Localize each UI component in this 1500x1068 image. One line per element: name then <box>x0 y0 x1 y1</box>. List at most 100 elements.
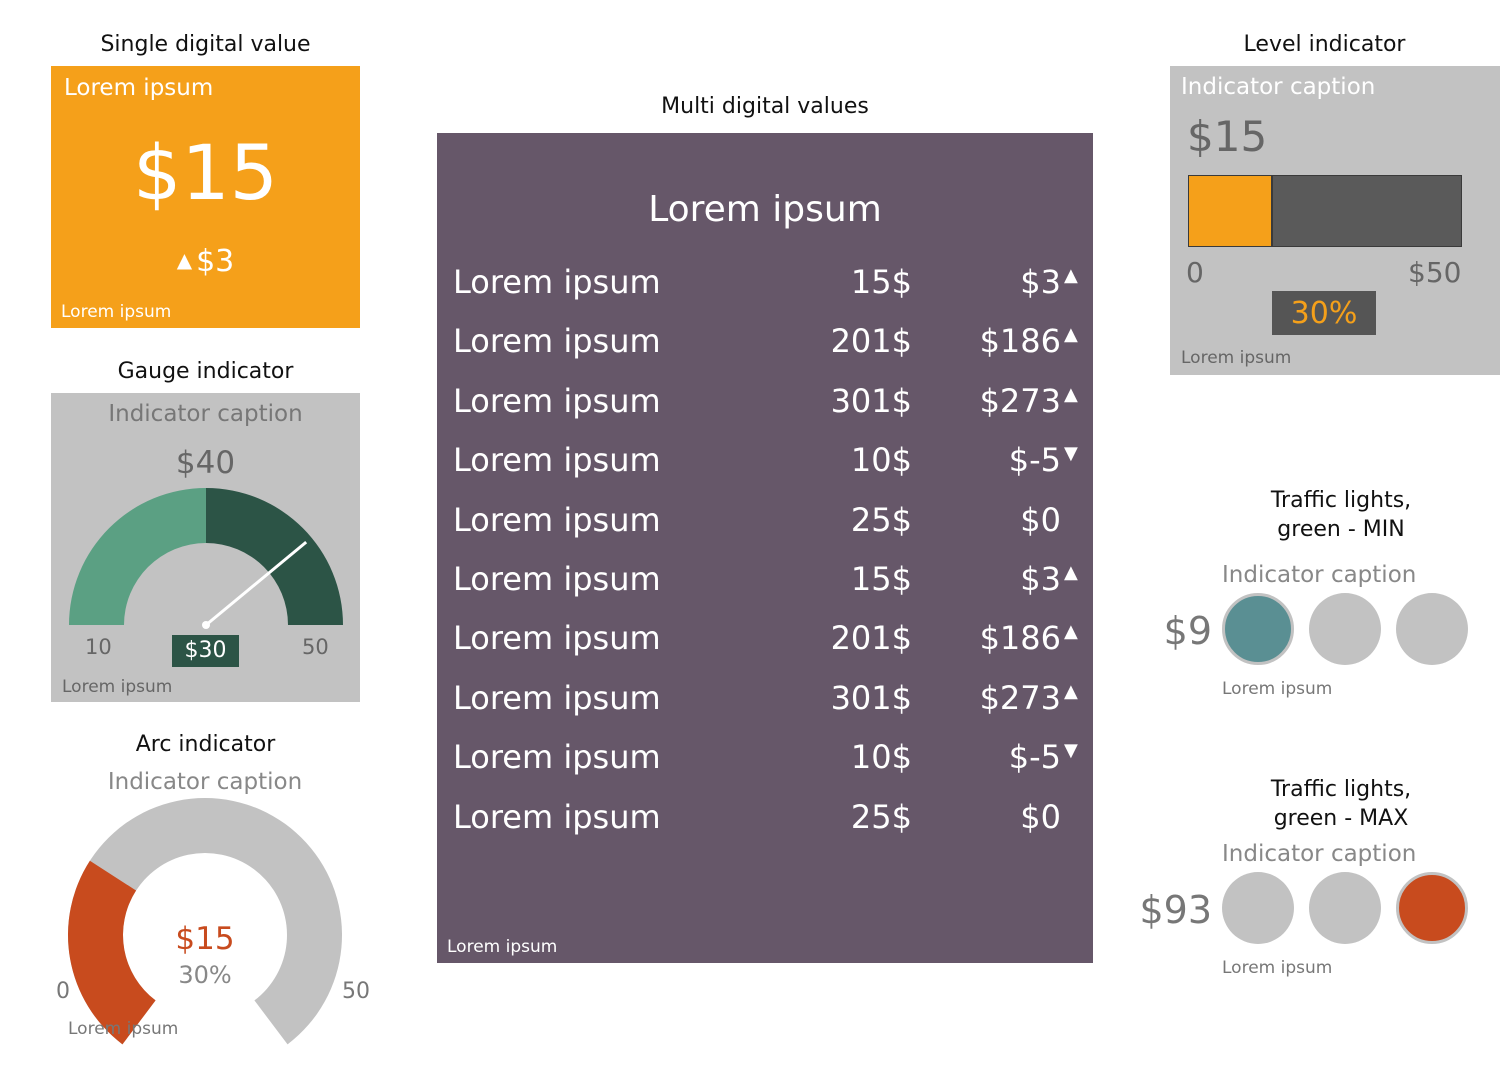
traffic-max-light-2 <box>1309 872 1381 944</box>
row-delta: $273 <box>979 381 1061 420</box>
traffic-max-caption: Indicator caption <box>1222 841 1417 867</box>
triangle-up-icon: ▲ <box>1064 265 1078 286</box>
multi-digital-row: Lorem ipsum 25$ $0 <box>437 798 1093 838</box>
single-digital-delta-value: $3 <box>196 244 235 279</box>
triangle-up-icon: ▲ <box>1064 621 1078 643</box>
gauge-value: $40 <box>175 445 236 481</box>
row-delta: $-5 <box>1008 441 1061 480</box>
triangle-up-icon: ▲ <box>176 248 193 272</box>
gauge-caption: Indicator caption <box>108 401 303 427</box>
traffic-min-title: Traffic lights, green - MIN <box>1200 486 1482 544</box>
arc-percent: 30% <box>178 961 232 989</box>
multi-digital-header: Lorem ipsum <box>648 189 882 230</box>
row-delta: $0 <box>1020 500 1061 539</box>
single-digital-footer: Lorem ipsum <box>61 302 172 322</box>
traffic-max-light-1 <box>1222 872 1294 944</box>
traffic-max-value: $93 <box>1139 888 1212 932</box>
arc-graphic <box>67 798 342 1045</box>
traffic-min-caption: Indicator caption <box>1222 562 1417 588</box>
multi-digital-row: Lorem ipsum 25$ $0 <box>437 501 1093 541</box>
traffic-min-footer: Lorem ipsum <box>1222 679 1333 699</box>
multi-digital-title: Multi digital values <box>661 94 869 119</box>
row-label: Lorem ipsum <box>453 381 661 420</box>
row-label: Lorem ipsum <box>453 263 661 301</box>
multi-digital-panel: Lorem ipsum Lorem ipsum 15$ $3 ▲ Lorem ipsum… <box>437 133 1093 963</box>
level-footer: Lorem ipsum <box>1181 348 1292 368</box>
row-delta: $-5 <box>1008 738 1061 777</box>
traffic-min-light-1 <box>1222 593 1294 665</box>
gauge-max-label: 50 <box>302 635 329 659</box>
multi-digital-row: Lorem ipsum 201$ $186 ▲ <box>437 619 1093 659</box>
gauge-graphic <box>69 488 343 629</box>
traffic-min-title-line1: Traffic lights, <box>1270 488 1412 513</box>
triangle-up-icon: ▲ <box>1064 324 1078 346</box>
row-delta: $3 <box>1020 560 1061 598</box>
row-label: Lorem ipsum <box>453 441 661 480</box>
triangle-up-icon: ▲ <box>1064 562 1078 583</box>
traffic-max-title: Traffic lights, green - MAX <box>1200 775 1482 833</box>
level-title: Level indicator <box>1243 32 1406 57</box>
row-label: Lorem ipsum <box>453 322 661 361</box>
multi-digital-row: Lorem ipsum 15$ $3 ▲ <box>437 263 1093 303</box>
row-amount: 25$ <box>850 500 912 539</box>
row-label: Lorem ipsum <box>453 500 661 539</box>
level-min-label: 0 <box>1186 256 1204 289</box>
gauge-needle <box>205 540 308 627</box>
multi-digital-row: Lorem ipsum 201$ $186 ▲ <box>437 322 1093 362</box>
multi-digital-row: Lorem ipsum 10$ $-5 ▼ <box>437 738 1093 778</box>
row-amount: 25$ <box>850 797 912 836</box>
row-delta: $3 <box>1020 263 1061 301</box>
arc-value: $15 <box>175 921 235 957</box>
row-delta: $186 <box>979 619 1061 658</box>
row-label: Lorem ipsum <box>453 797 661 836</box>
traffic-min-title-line2: green - MIN <box>1277 517 1405 542</box>
row-amount: 201$ <box>830 322 912 361</box>
level-percent: 30% <box>1272 291 1376 335</box>
row-delta: $0 <box>1020 797 1061 836</box>
traffic-min-light-2 <box>1309 593 1381 665</box>
arc-footer: Lorem ipsum <box>68 1019 179 1039</box>
multi-digital-footer: Lorem ipsum <box>447 937 558 957</box>
arc-min-label: 0 <box>56 979 70 1004</box>
row-amount: 301$ <box>830 381 912 420</box>
multi-digital-row: Lorem ipsum 15$ $3 ▲ <box>437 560 1093 600</box>
single-digital-value: $15 <box>132 128 279 217</box>
row-amount: 10$ <box>850 738 912 777</box>
triangle-up-icon: ▲ <box>1064 680 1078 702</box>
multi-digital-row: Lorem ipsum 301$ $273 ▲ <box>437 382 1093 422</box>
level-bar <box>1188 175 1462 247</box>
arc-max-label: 50 <box>342 979 370 1004</box>
gauge-title: Gauge indicator <box>117 359 294 384</box>
row-amount: 15$ <box>850 263 912 301</box>
triangle-down-icon: ▼ <box>1064 443 1078 465</box>
traffic-max-light-3 <box>1396 872 1468 944</box>
row-amount: 15$ <box>850 560 912 598</box>
traffic-max-footer: Lorem ipsum <box>1222 958 1333 978</box>
row-delta: $186 <box>979 322 1061 361</box>
arc-fill <box>67 860 156 1045</box>
single-digital-caption: Lorem ipsum <box>64 75 214 101</box>
gauge-panel: Indicator caption $40 10 50 $30 Lorem ip… <box>51 393 360 702</box>
arc-caption: Indicator caption <box>107 769 303 795</box>
gauge-current-badge: $30 <box>172 635 239 667</box>
arc-title: Arc indicator <box>135 732 276 757</box>
gauge-low-band <box>69 488 206 625</box>
gauge-high-band <box>206 488 343 625</box>
single-digital-delta: ▲ $3 <box>51 244 360 279</box>
multi-digital-row: Lorem ipsum 10$ $-5 ▼ <box>437 441 1093 481</box>
traffic-max-title-line2: green - MAX <box>1273 806 1409 831</box>
row-label: Lorem ipsum <box>453 678 661 717</box>
multi-digital-row: Lorem ipsum 301$ $273 ▲ <box>437 679 1093 719</box>
gauge-pivot <box>202 621 210 629</box>
row-delta: $273 <box>979 678 1061 717</box>
level-max-label: $50 <box>1408 256 1462 289</box>
row-label: Lorem ipsum <box>453 560 661 598</box>
triangle-down-icon: ▼ <box>1064 740 1078 762</box>
traffic-min-light-3 <box>1396 593 1468 665</box>
single-digital-panel: Lorem ipsum $15 ▲ $3 Lorem ipsum <box>51 66 360 328</box>
level-panel: Indicator caption $15 0 $50 30% Lorem ip… <box>1170 66 1500 375</box>
level-caption: Indicator caption <box>1181 74 1376 100</box>
arc-panel: Indicator caption $15 30% 0 50 Lorem ips… <box>40 765 380 1055</box>
single-digital-title: Single digital value <box>100 32 311 57</box>
row-amount: 201$ <box>830 619 912 658</box>
